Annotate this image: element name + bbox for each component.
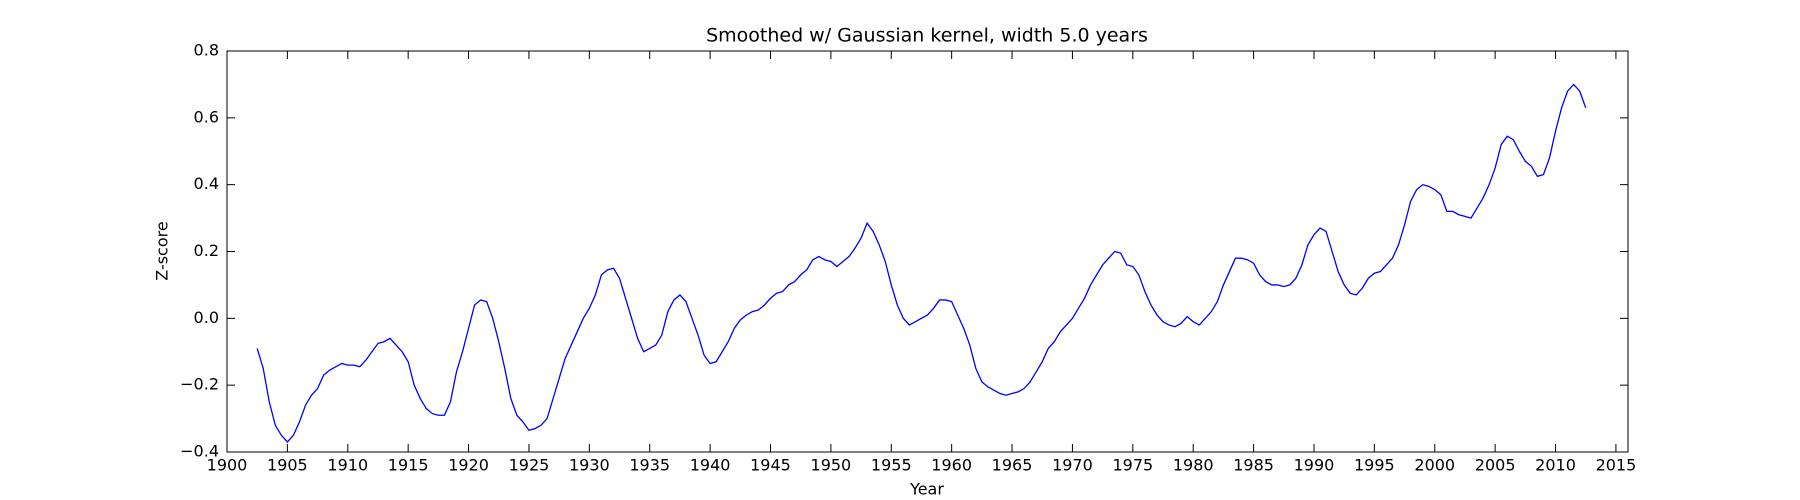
x-tick-label: 1905 <box>267 456 308 475</box>
x-tick-label: 1995 <box>1354 456 1395 475</box>
x-tick-label: 1970 <box>1052 456 1093 475</box>
y-tick-label: 0.0 <box>194 308 219 327</box>
y-tick-label: −0.2 <box>180 375 219 394</box>
x-tick-label: 1960 <box>931 456 972 475</box>
x-tick-label: 1990 <box>1294 456 1335 475</box>
x-tick-label: 1940 <box>690 456 731 475</box>
x-tick-label: 1980 <box>1173 456 1214 475</box>
x-tick-label: 1965 <box>992 456 1033 475</box>
plot-frame <box>226 50 1629 453</box>
x-tick-label: 1935 <box>629 456 670 475</box>
x-tick-label: 2005 <box>1475 456 1516 475</box>
x-tick-label: 1945 <box>750 456 791 475</box>
y-axis-label: Z-score <box>153 221 172 280</box>
x-tick-label: 1975 <box>1112 456 1153 475</box>
y-tick-label: 0.8 <box>194 41 219 60</box>
x-tick-label: 1900 <box>207 456 248 475</box>
x-tick-label: 2010 <box>1535 456 1576 475</box>
x-tick-label: 2015 <box>1596 456 1637 475</box>
x-tick-label: 1915 <box>388 456 429 475</box>
x-tick-label: 1930 <box>569 456 610 475</box>
y-tick-label: 0.2 <box>194 241 219 260</box>
y-tick-label: 0.4 <box>194 174 219 193</box>
y-tick-label: 0.6 <box>194 107 219 126</box>
chart-title: Smoothed w/ Gaussian kernel, width 5.0 y… <box>706 25 1148 47</box>
x-tick-label: 1955 <box>871 456 912 475</box>
x-tick-label: 1910 <box>327 456 368 475</box>
data-line <box>256 83 1587 443</box>
x-axis-label: Year <box>909 480 944 499</box>
x-tick-label: 1985 <box>1233 456 1274 475</box>
y-tick-label: −0.4 <box>180 442 219 461</box>
x-tick-label: 1950 <box>811 456 852 475</box>
x-tick-label: 2000 <box>1414 456 1455 475</box>
x-tick-label: 1920 <box>448 456 489 475</box>
x-tick-label: 1925 <box>509 456 550 475</box>
